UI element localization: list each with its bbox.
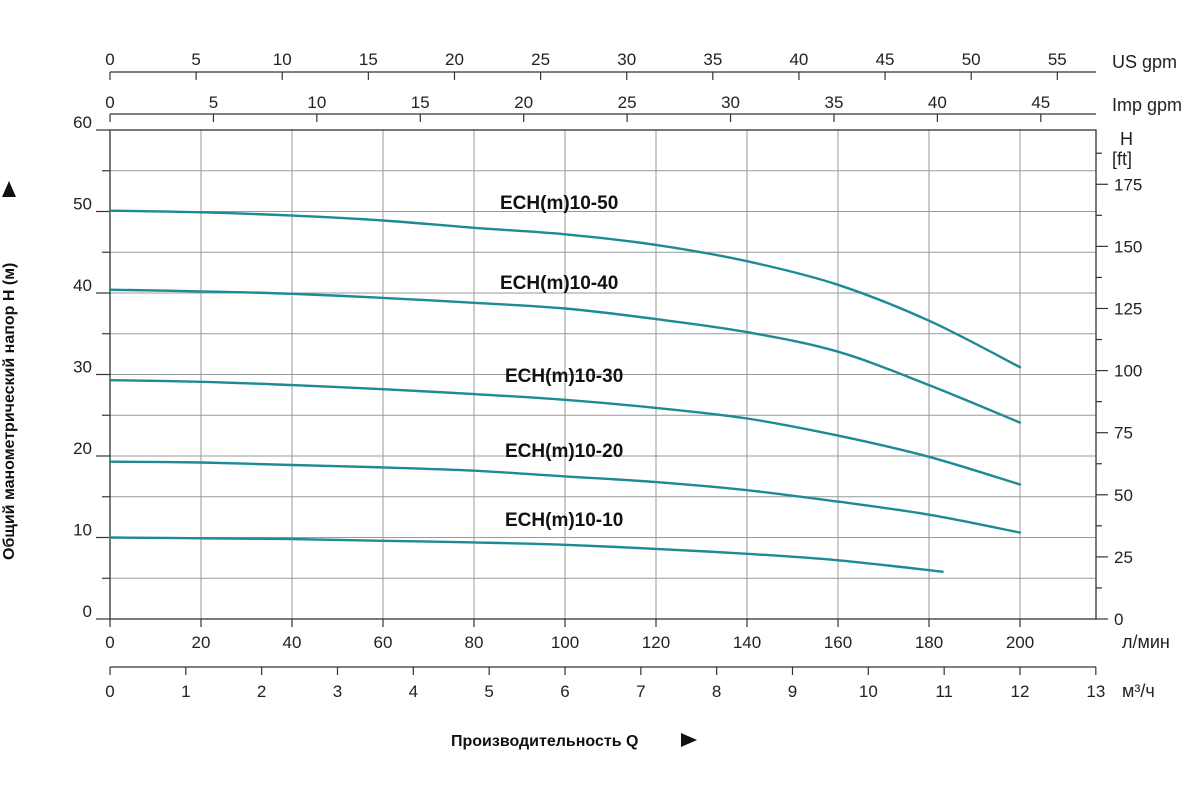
us-gpm-tick-label: 45 (876, 50, 895, 69)
y-axis-title: Общий манометрический напор H (м) (1, 263, 18, 560)
lmin-unit-label: л/мин (1122, 632, 1170, 652)
lmin-tick-label: 140 (733, 633, 761, 652)
y-ft-axis-tick-label: 50 (1114, 486, 1133, 505)
lmin-tick-label: 200 (1006, 633, 1034, 652)
m3h-tick-label: 9 (788, 682, 797, 701)
y-right-label-ft: [ft] (1112, 149, 1132, 169)
us-gpm-tick-label: 20 (445, 50, 464, 69)
lmin-tick-label: 100 (551, 633, 579, 652)
us-gpm-tick-label: 0 (105, 50, 114, 69)
imp-gpm-tick-label: 25 (618, 93, 637, 112)
y-axis-tick-label: 50 (73, 195, 92, 214)
y-axis-title-arrow-icon (2, 181, 16, 197)
series-label-ech-m-10-10: ECH(m)10-10 (505, 510, 623, 531)
series-line-ech-m-10-20 (108, 460, 1022, 534)
series-curves (108, 209, 1022, 573)
series-labels: ECH(m)10-50 ECH(m)10-40 ECH(m)10-30 ECH(m)1… (500, 193, 623, 531)
y-ft-axis-tick-label: 0 (1114, 610, 1123, 629)
lmin-tick-label: 160 (824, 633, 852, 652)
series-line-ech-m-10-40 (108, 288, 1022, 424)
imp-gpm-tick-label: 30 (721, 93, 740, 112)
m3h-tick-label: 7 (636, 682, 645, 701)
lmin-tick-label: 20 (192, 633, 211, 652)
us-gpm-tick-label: 10 (273, 50, 292, 69)
lmin-tick-label: 0 (105, 633, 114, 652)
x-axis-title-arrow-icon (681, 733, 697, 747)
imp-gpm-tick-label: 45 (1031, 93, 1050, 112)
imp-gpm-tick-label: 15 (411, 93, 430, 112)
y-right-label-h: H (1120, 129, 1133, 149)
m3h-tick-label: 5 (484, 682, 493, 701)
imp-gpm-tick-label: 20 (514, 93, 533, 112)
imp-gpm-tick-label: 40 (928, 93, 947, 112)
us-gpm-tick-label: 35 (703, 50, 722, 69)
y-axis-tick-label: 10 (73, 521, 92, 540)
imp-gpm-tick-label: 35 (825, 93, 844, 112)
series-label-ech-m-10-50: ECH(m)10-50 (500, 193, 618, 214)
imp-gpm-tick-label: 5 (209, 93, 218, 112)
m3h-tick-label: 12 (1011, 682, 1030, 701)
series-label-ech-m-10-30: ECH(m)10-30 (505, 366, 623, 387)
y-ft-axis-tick-label: 100 (1114, 362, 1142, 381)
m3h-tick-label: 4 (409, 682, 418, 701)
lmin-tick-label: 60 (374, 633, 393, 652)
lmin-tick-label: 180 (915, 633, 943, 652)
us-gpm-tick-label: 25 (531, 50, 550, 69)
y-ft-axis-tick-label: 75 (1114, 424, 1133, 443)
us-gpm-tick-label: 50 (962, 50, 981, 69)
m3h-tick-label: 6 (560, 682, 569, 701)
y-ft-axis-tick-label: 150 (1114, 237, 1142, 256)
series-line-ech-m-10-30 (108, 379, 1022, 486)
axis-titles: Производительность Q Общий манометрическ… (1, 129, 1133, 750)
us-gpm-tick-label: 5 (191, 50, 200, 69)
y-ft-axis-tick-label: 175 (1114, 175, 1142, 194)
y-ft-axis-tick-label: 25 (1114, 548, 1133, 567)
us-gpm-tick-label: 55 (1048, 50, 1067, 69)
y-axis-tick-label: 40 (73, 276, 92, 295)
y-axis-tick-label: 0 (83, 602, 92, 621)
m3h-tick-label: 0 (105, 682, 114, 701)
imp-gpm-tick-label: 10 (307, 93, 326, 112)
us-gpm-tick-label: 40 (789, 50, 808, 69)
lmin-tick-label: 40 (283, 633, 302, 652)
lmin-tick-label: 80 (465, 633, 484, 652)
series-label-ech-m-10-20: ECH(m)10-20 (505, 441, 623, 462)
m3h-tick-label: 10 (859, 682, 878, 701)
us-gpm-unit-label: US gpm (1112, 52, 1177, 72)
m3h-tick-label: 2 (257, 682, 266, 701)
series-label-ech-m-10-40: ECH(m)10-40 (500, 273, 618, 294)
imp-gpm-tick-label: 0 (105, 93, 114, 112)
us-gpm-tick-label: 15 (359, 50, 378, 69)
m3h-tick-label: 13 (1086, 682, 1105, 701)
m3h-tick-label: 3 (333, 682, 342, 701)
us-gpm-tick-label: 30 (617, 50, 636, 69)
y-ft-axis-tick-label: 125 (1114, 299, 1142, 318)
grid (110, 130, 1096, 619)
x-axis-title: Производительность Q (451, 733, 638, 750)
imp-gpm-unit-label: Imp gpm (1112, 95, 1182, 115)
y-axis-tick-label: 20 (73, 439, 92, 458)
m3h-tick-label: 1 (181, 682, 190, 701)
y-axis-tick-label: 30 (73, 358, 92, 377)
y-axis-tick-label: 60 (73, 113, 92, 132)
series-line-ech-m-10-10 (108, 536, 944, 573)
series-line-ech-m-10-50 (108, 209, 1022, 369)
lmin-tick-label: 120 (642, 633, 670, 652)
m3h-tick-label: 8 (712, 682, 721, 701)
m3h-unit-label: м³/ч (1122, 681, 1155, 701)
m3h-tick-label: 11 (935, 682, 953, 701)
